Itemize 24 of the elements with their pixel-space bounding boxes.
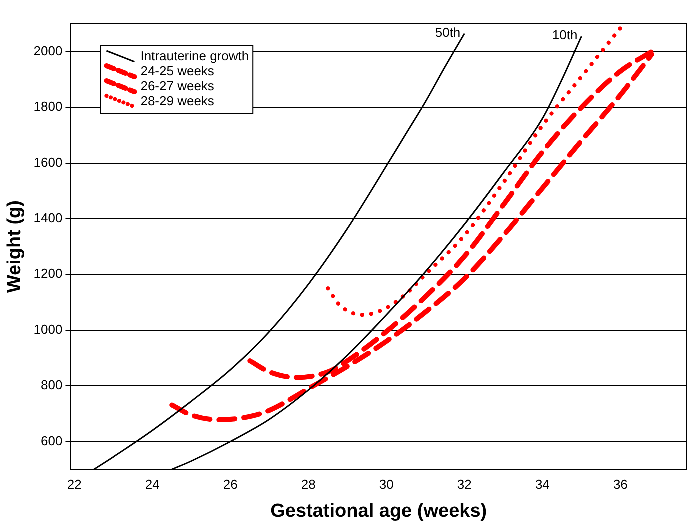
y-tick-label: 1000 [34,322,63,337]
legend-label: Intrauterine growth [140,48,250,64]
x-tick-label: 32 [457,476,472,492]
legend-label: 24-25 weeks [140,64,215,79]
legend-label: 28-29 weeks [140,94,215,109]
x-tick-label: 28 [301,476,316,492]
y-tick-label: 2000 [34,43,63,58]
annotation: 50th [435,24,461,40]
y-tick-label: 600 [41,433,63,448]
y-tick-label: 1200 [34,266,63,282]
y-tick-label: 800 [41,378,63,393]
legend-label: 26-27 weeks [140,78,215,94]
y-tick-label: 1600 [34,154,63,170]
y-axis-title: Weight (g) [4,200,26,294]
x-tick-label: 34 [535,476,550,492]
x-axis-title: Gestational age (weeks) [270,500,488,522]
annotation: 10th [552,28,578,43]
x-tick-label: 22 [67,476,82,492]
y-tick-label: 1400 [34,210,63,226]
x-tick-label: 26 [223,476,238,492]
y-tick-label: 1800 [34,99,63,114]
x-tick-label: 30 [379,476,394,492]
x-tick-label: 36 [613,476,628,492]
x-tick-label: 24 [145,476,160,492]
